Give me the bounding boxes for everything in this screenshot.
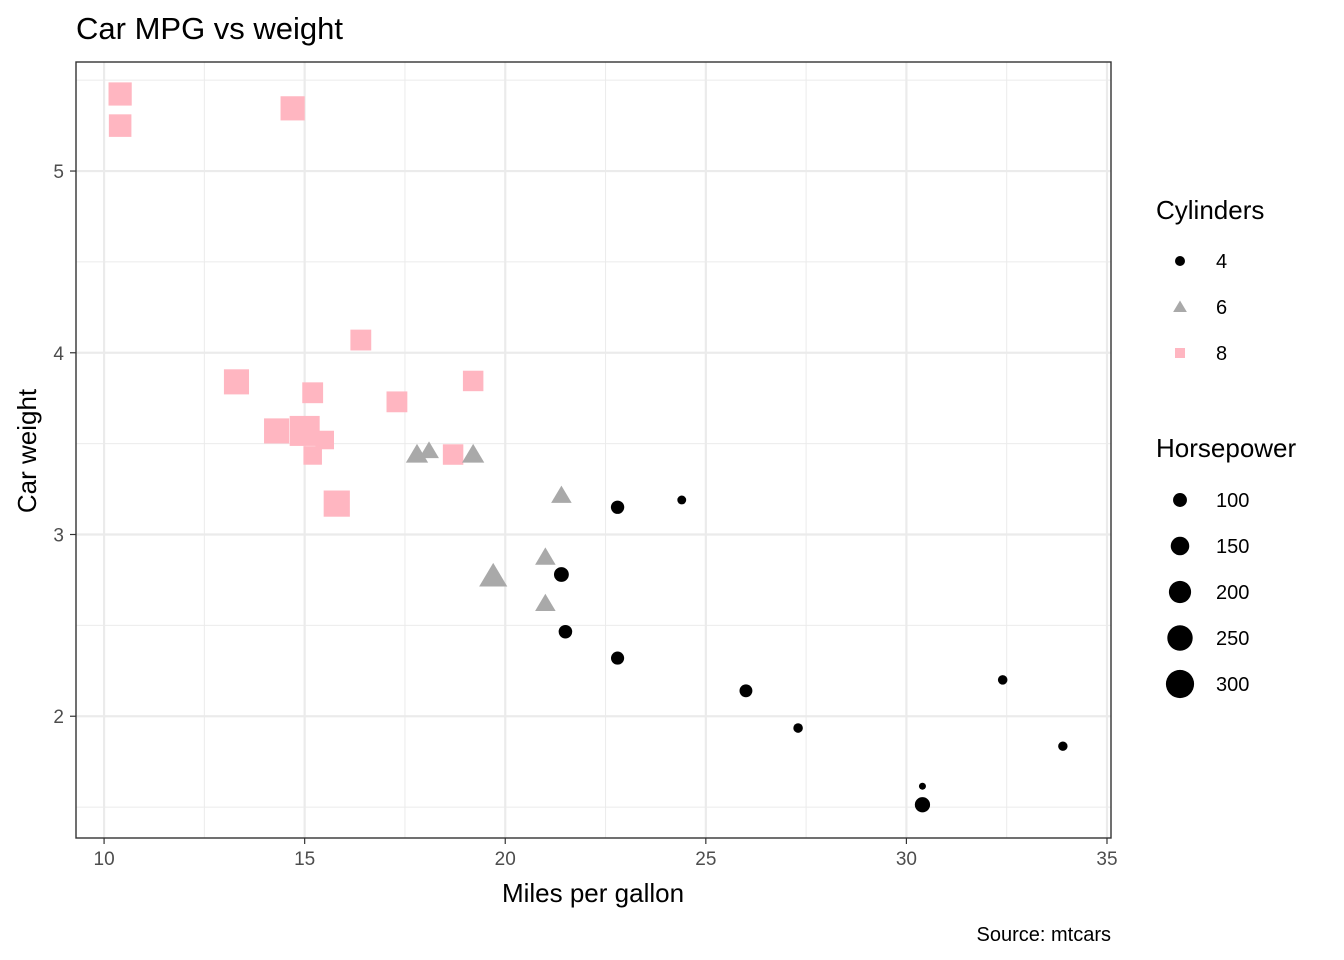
x-tick-label: 20 [495,849,516,870]
data-point [793,723,803,733]
axes: 10 15 20 25 30 35 2 3 4 5 [53,162,1117,870]
data-point [739,684,753,698]
data-point [677,495,687,505]
horsepower-legend-label: 150 [1216,536,1249,558]
data-point [108,114,132,137]
data-point [108,82,132,106]
horsepower-legend-key [1165,669,1195,699]
chart-caption: Source: mtcars [977,924,1111,946]
data-point [462,443,485,463]
data-point [610,500,625,514]
cylinders-legend-label: 8 [1216,343,1227,365]
data-point [442,444,464,465]
x-tick-label: 30 [896,849,917,870]
cylinders-legend-key [1173,300,1187,312]
data-point [289,415,320,446]
data-point [223,369,250,395]
data-point [323,490,350,517]
x-tick-label: 15 [294,849,315,870]
cylinders-legend-label: 4 [1216,251,1227,273]
y-tick-label: 5 [53,162,64,183]
x-tick-label: 25 [695,849,716,870]
data-point [1058,741,1068,751]
x-tick-label: 10 [94,849,115,870]
cylinders-legend-key [1175,256,1185,266]
data-point [611,651,625,665]
horsepower-legend-key [1168,580,1192,604]
data-point [997,675,1008,685]
data-point [350,329,372,351]
data-point [479,562,508,587]
data-point [914,797,931,813]
data-point [535,547,556,565]
y-tick-label: 2 [53,707,64,728]
horsepower-legend-label: 200 [1216,582,1249,604]
data-point [302,382,324,404]
horsepower-legend-key [1173,493,1187,507]
data-point [553,567,569,582]
data-point [264,418,290,444]
horsepower-legend-title: Horsepower [1156,433,1297,463]
data-point [558,624,573,639]
grid [76,62,1111,838]
cylinders-legend-title: Cylinders [1156,195,1264,225]
plot-panel-border [75,61,1112,839]
legend: Cylinders Horsepower 4 6 8 100 150 200 250 300 [1156,195,1297,699]
data-point [280,96,305,121]
cylinders-legend-label: 6 [1216,297,1227,319]
data-point [405,443,429,463]
horsepower-legend-key [1167,625,1193,651]
data-point [386,391,408,413]
x-axis-title: Miles per gallon [502,878,684,908]
horsepower-legend-label: 100 [1216,490,1249,512]
y-tick-label: 4 [53,344,64,365]
chart-title: Car MPG vs weight [76,11,343,46]
data-point [535,593,556,612]
data-point [551,485,572,503]
data-point [315,430,334,450]
data-point [303,446,322,465]
data-point [462,370,484,392]
y-tick-label: 3 [53,526,64,547]
cylinders-legend-key [1175,348,1185,358]
data-points [108,82,1068,813]
horsepower-legend-label: 250 [1216,628,1249,650]
data-point [419,441,439,459]
horsepower-legend-label: 300 [1216,674,1249,696]
data-point [918,782,926,790]
horsepower-legend-key [1170,536,1190,556]
x-tick-label: 35 [1096,849,1117,870]
y-axis-title: Car weight [12,388,42,513]
